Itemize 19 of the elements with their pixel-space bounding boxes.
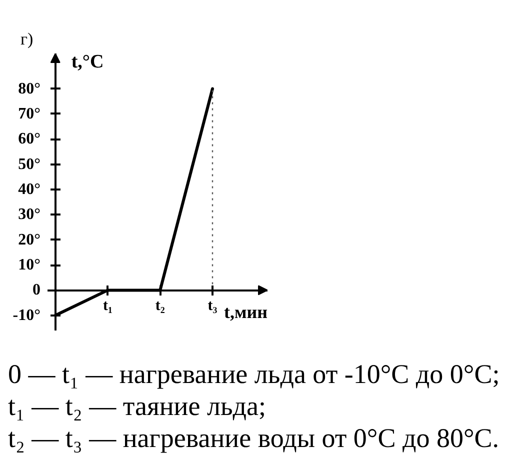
y-tick-label: 80°	[18, 80, 41, 98]
text: 0 — t₁ — нагревание льда от -10°C до 0°C;	[8, 358, 500, 390]
y-tick-label: 30°	[18, 206, 41, 224]
text: t₂ — t₃ — нагревание воды от 0°C до 80°C.	[8, 422, 500, 454]
y-tick-label: 50°	[18, 156, 41, 173]
y-tick-label: 60°	[18, 130, 41, 148]
x-tick-label: t₃	[208, 298, 218, 314]
y-axis-title: t,°C	[71, 52, 104, 72]
y-tick-label: -10°	[12, 306, 41, 324]
text: t₁ — t₂ — таяние льда;	[8, 390, 268, 422]
y-tick-label: 10°	[18, 256, 41, 274]
x-tick-label: t₁	[102, 298, 112, 314]
y-tick-label: 20°	[18, 231, 41, 248]
y-tick-label: 40°	[18, 180, 41, 198]
y-tick-label: 70°	[18, 105, 41, 122]
chart-title: г)	[20, 30, 34, 48]
x-tick-label: t₂	[155, 298, 166, 314]
y-tick-label: 0	[32, 282, 40, 299]
x-axis-title: t,мин	[224, 302, 268, 322]
